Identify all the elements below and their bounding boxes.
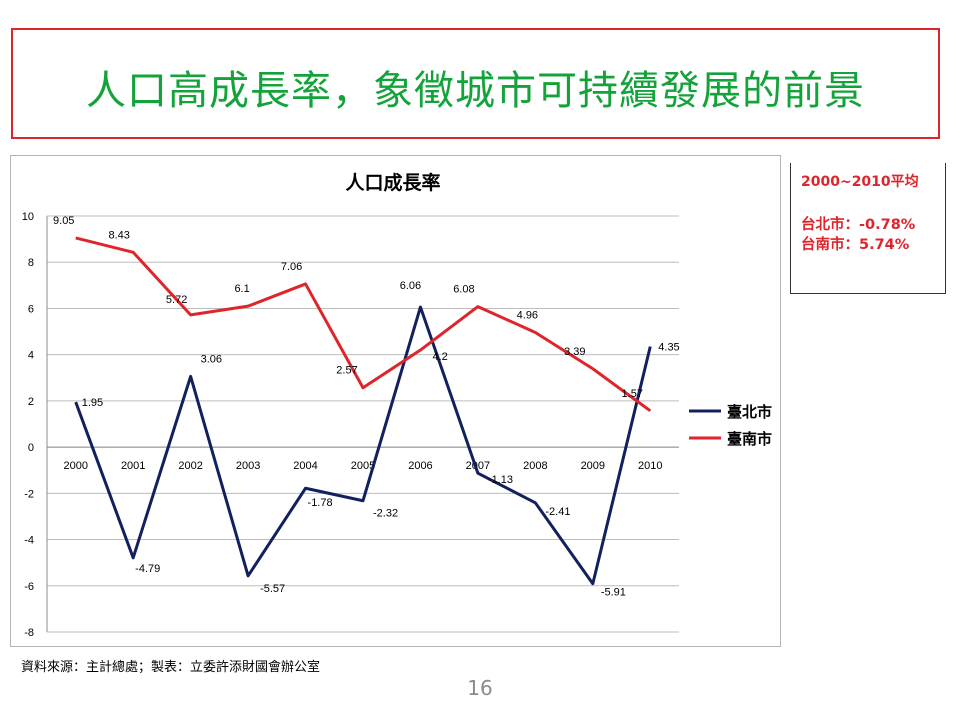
source-note: 資料來源：主計總處；製表：立委許添財國會辦公室 [21, 660, 321, 675]
data-label: -2.41 [545, 506, 570, 518]
x-tick-label: 2010 [638, 460, 662, 472]
y-tick-label: -2 [24, 488, 34, 500]
average-heading: 2000~2010平均 [801, 174, 919, 190]
x-tick-label: 2008 [523, 460, 547, 472]
y-tick-label: -6 [24, 581, 34, 593]
data-label: -5.57 [260, 583, 285, 595]
data-label: 6.06 [400, 280, 421, 292]
x-tick-label: 2007 [466, 460, 490, 472]
data-label: 3.39 [564, 346, 585, 358]
series-line-tainan [75, 236, 652, 413]
data-label: -5.91 [601, 587, 626, 599]
data-label: 3.06 [201, 353, 222, 365]
x-tick-label: 2001 [121, 460, 145, 472]
legend-label: 臺北市 [727, 403, 772, 421]
data-label: 8.43 [108, 229, 129, 241]
data-label: 7.06 [281, 261, 302, 273]
data-label: 6.1 [234, 283, 249, 295]
chart-container: 人口成長率 10 8 6 4 2 0 -2 -4 -6 -8 2000 2001 2002 2003 2004… [10, 155, 781, 647]
average-tainan: 台南市：5.74% [801, 237, 910, 253]
y-tick-label: 0 [28, 442, 34, 454]
data-label: 4.96 [517, 309, 538, 321]
x-tick-label: 2003 [236, 460, 260, 472]
y-tick-label: 4 [28, 350, 34, 362]
data-label: -4.79 [135, 563, 160, 575]
data-label: -1.78 [308, 497, 333, 509]
y-tick-label: 10 [22, 211, 34, 223]
x-tick-label: 2004 [293, 460, 317, 472]
data-label: 5.72 [166, 294, 187, 306]
title-box: 人口高成長率，象徵城市可持續發展的前景 [11, 28, 940, 139]
y-tick-label: 2 [28, 396, 34, 408]
average-box: 2000~2010平均 台北市：-0.78% 台南市：5.74% [790, 163, 946, 294]
data-label: 6.08 [453, 284, 474, 296]
data-label: 1.57 [622, 388, 643, 400]
data-label: 4.2 [432, 351, 447, 363]
x-tick-label: 2000 [63, 460, 87, 472]
slide-title: 人口高成長率，象徵城市可持續發展的前景 [86, 68, 865, 114]
data-label: -1.13 [488, 474, 513, 486]
y-tick-label: 6 [28, 303, 34, 315]
x-tick-label: 2009 [581, 460, 605, 472]
y-tick-label: -4 [24, 535, 34, 547]
average-taipei: 台北市：-0.78% [801, 217, 916, 233]
legend-label: 臺南市 [727, 430, 772, 448]
series-line-taipei [74, 305, 652, 586]
data-label: 4.35 [658, 342, 679, 354]
population-growth-chart: 人口成長率 10 8 6 4 2 0 -2 -4 -6 -8 2000 2001 2002 2003 2004… [22, 171, 772, 639]
data-label: -2.32 [373, 508, 398, 520]
x-tick-label: 2006 [408, 460, 432, 472]
y-tick-label: 8 [28, 257, 34, 269]
x-tick-label: 2002 [178, 460, 202, 472]
data-label: 2.57 [336, 365, 357, 377]
y-tick-label: -8 [24, 627, 34, 639]
data-label: 9.05 [53, 215, 74, 227]
data-label: 1.95 [82, 397, 103, 409]
chart-title: 人口成長率 [345, 171, 440, 194]
page-number: 16 [467, 676, 493, 700]
x-tick-label: 2005 [351, 460, 375, 472]
